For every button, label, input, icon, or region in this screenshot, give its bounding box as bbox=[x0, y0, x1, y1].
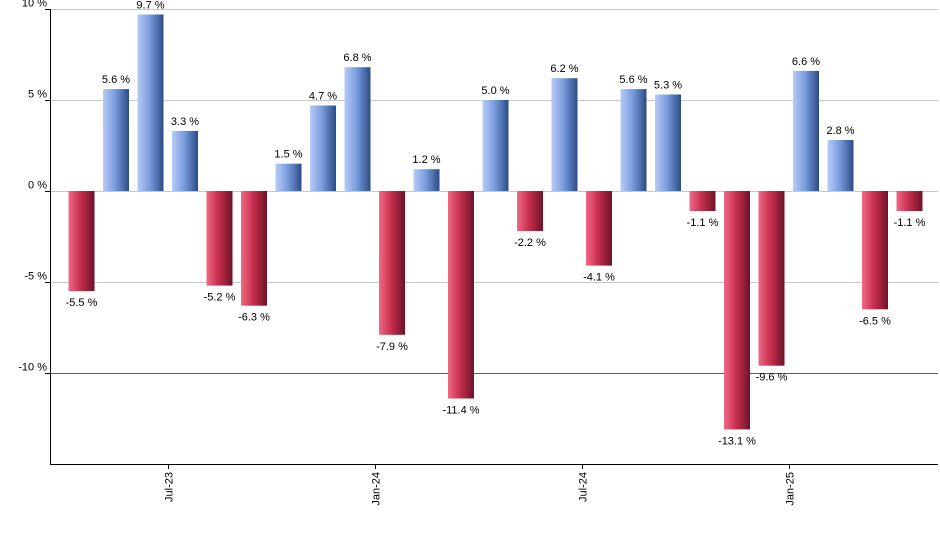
bar bbox=[862, 191, 888, 310]
bar-data-label: -6.3 % bbox=[238, 312, 270, 324]
bar-data-label: 2.8 % bbox=[826, 125, 854, 137]
bar bbox=[310, 105, 336, 191]
axes: 10 % 5 % 0 % -5 % -10 % Jul-23 Jan-24 Jul-24 Jan… bbox=[18, 0, 938, 506]
bar bbox=[103, 89, 129, 191]
bar-data-label: -7.9 % bbox=[376, 341, 408, 353]
bar-data-label: 1.2 % bbox=[412, 154, 440, 166]
x-tick-label: Jan-25 bbox=[785, 472, 797, 506]
y-tick-label: -10 % bbox=[18, 362, 47, 374]
bar-data-label: 5.6 % bbox=[619, 74, 647, 86]
bars bbox=[68, 14, 923, 430]
bar-data-label: 5.0 % bbox=[481, 85, 509, 97]
bar bbox=[448, 191, 474, 399]
y-tick-label: -5 % bbox=[24, 271, 47, 283]
bar bbox=[137, 14, 164, 191]
bar bbox=[517, 191, 543, 231]
bar-data-label: 1.5 % bbox=[274, 149, 302, 161]
bar-data-label: 5.3 % bbox=[654, 80, 682, 92]
bar-data-label: -1.1 % bbox=[894, 217, 926, 229]
bar bbox=[758, 191, 785, 366]
bar bbox=[482, 100, 509, 191]
bar-data-label: 3.3 % bbox=[171, 116, 199, 128]
bar bbox=[827, 140, 854, 191]
bar bbox=[620, 89, 647, 191]
bar-data-label: 4.7 % bbox=[309, 91, 337, 103]
data-labels: -5.5 % 5.6 % 9.7 % 3.3 % -5.2 %-6.3 % 1.5 % 4.… bbox=[66, 0, 926, 447]
bar bbox=[206, 191, 233, 286]
bar bbox=[586, 191, 612, 266]
bar-data-label: -13.1 % bbox=[718, 435, 756, 447]
bar bbox=[379, 191, 405, 335]
bar bbox=[241, 191, 267, 306]
y-tick-label: 0 % bbox=[28, 180, 47, 192]
bar bbox=[896, 191, 923, 211]
x-tick-label: Jan-24 bbox=[371, 472, 383, 506]
bar bbox=[551, 78, 578, 191]
bar bbox=[344, 67, 371, 191]
bar-data-label: -1.1 % bbox=[687, 217, 719, 229]
gridlines bbox=[50, 9, 938, 374]
bar-data-label: 9.7 % bbox=[136, 0, 164, 12]
bar-data-label: -9.6 % bbox=[756, 372, 788, 384]
bar bbox=[413, 169, 440, 191]
bar-data-label: -4.1 % bbox=[583, 272, 615, 284]
y-tick-label: 5 % bbox=[28, 89, 47, 101]
bar bbox=[172, 130, 198, 191]
bar-data-label: -11.4 % bbox=[442, 405, 479, 417]
bar bbox=[68, 191, 95, 292]
bar-data-label: -5.5 % bbox=[66, 297, 98, 309]
y-tick-label: 10 % bbox=[22, 0, 47, 10]
bar-data-label: -2.2 % bbox=[514, 237, 546, 249]
bar-data-label: 5.6 % bbox=[102, 74, 130, 86]
bar-data-label: -5.2 % bbox=[204, 292, 236, 304]
bar-data-label: 6.8 % bbox=[343, 52, 371, 64]
bar bbox=[689, 191, 716, 211]
x-tick-label: Jul-23 bbox=[164, 472, 176, 502]
bar bbox=[655, 94, 681, 191]
bar-data-label: -6.5 % bbox=[859, 315, 891, 327]
bar-data-label: 6.6 % bbox=[792, 56, 820, 68]
bar-data-label: 6.2 % bbox=[550, 63, 578, 75]
x-tick-label: Jul-24 bbox=[578, 472, 590, 502]
bar bbox=[793, 70, 819, 191]
bar bbox=[275, 163, 302, 191]
bar bbox=[724, 191, 750, 430]
